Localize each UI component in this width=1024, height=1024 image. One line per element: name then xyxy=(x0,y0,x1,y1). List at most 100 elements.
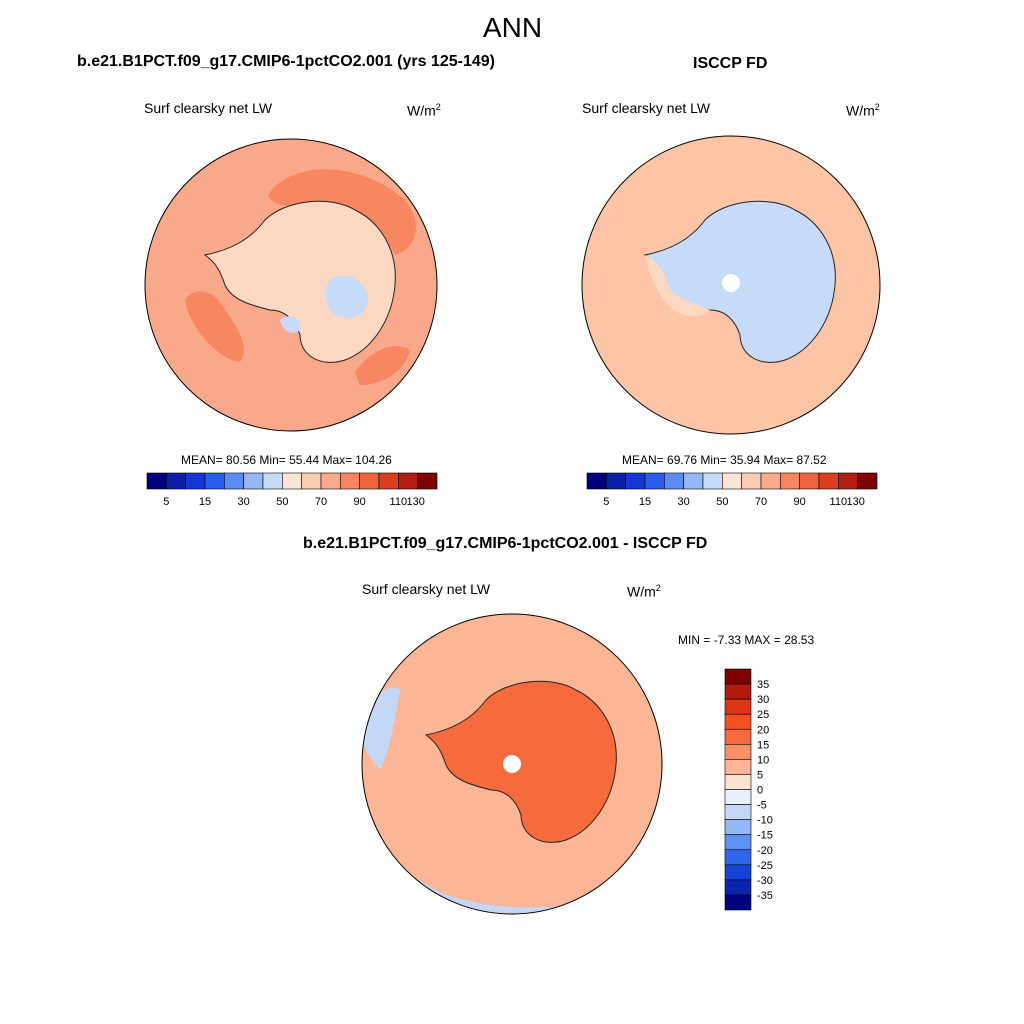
colorbar-1-tick-label: 50 xyxy=(276,496,288,508)
colorbar-3-swatch xyxy=(724,698,752,715)
colorbar-3-swatch xyxy=(724,804,752,820)
map-2-border xyxy=(581,135,881,435)
panel-1-mean-label: MEAN= xyxy=(181,453,223,467)
colorbar-2-swatch xyxy=(702,472,723,490)
colorbar-3-swatch xyxy=(724,774,752,790)
panel-1-mean-value: 80.56 xyxy=(226,453,257,467)
colorbar-3-tick-label: 15 xyxy=(757,739,769,751)
panel-2-mean-value: 69.76 xyxy=(667,453,698,467)
map-3-pole-hole xyxy=(503,755,521,773)
colorbar-3-tick-label: -30 xyxy=(757,875,773,887)
colorbar-3-tick-label: 30 xyxy=(757,694,769,706)
colorbar-2-swatch xyxy=(644,472,665,490)
colorbar-3-swatch xyxy=(724,879,752,896)
panel-1-variable-label: Surf clearsky net LW xyxy=(144,100,273,116)
colorbar-3-tick-label: 0 xyxy=(757,785,763,797)
colorbar-3-swatch xyxy=(724,759,752,775)
panel-3-min-value: -7.33 xyxy=(713,633,742,647)
panel-2-max-label: Max= xyxy=(763,453,794,467)
map-2-polar-plot xyxy=(582,136,880,434)
colorbar-2-tick-label: 90 xyxy=(794,496,806,508)
map-2-pole-hole xyxy=(722,274,740,292)
panel-1-max-value: 104.26 xyxy=(355,453,392,467)
colorbar-1-tick-label: 30 xyxy=(238,496,250,508)
map-1-polar-plot xyxy=(145,139,437,431)
colorbar-1-swatch xyxy=(166,472,186,490)
colorbar-3-swatch xyxy=(724,744,752,760)
colorbar-3-tick-label: 10 xyxy=(757,754,769,766)
colorbar-3-tick-label: -15 xyxy=(757,830,773,842)
panel-1-stats: MEAN= 80.56 Min= 55.44 Max= 104.26 xyxy=(181,453,392,467)
map-1-ross-patch xyxy=(280,316,301,333)
colorbar-1-tick-label: 70 xyxy=(315,496,327,508)
colorbar-2-swatch xyxy=(760,472,781,490)
map-3-border xyxy=(361,613,663,915)
colorbar-3-tick-label: -25 xyxy=(757,860,773,872)
map-1-border xyxy=(144,138,438,432)
colorbar-3-swatch xyxy=(724,864,752,881)
colorbar-3-tick-label: 20 xyxy=(757,724,769,736)
colorbar-2-swatch xyxy=(838,472,858,490)
colorbar-1-swatch xyxy=(301,472,322,490)
panel-2-units-exponent: 2 xyxy=(874,102,880,112)
colorbar-1-tick-label: 130 xyxy=(406,496,424,508)
colorbar-1-tick-label: 5 xyxy=(163,496,169,508)
map-1-ice-cold-patch xyxy=(325,275,368,318)
colorbar-3-tick-label: -10 xyxy=(757,815,773,827)
colorbar-panel-3: 35 30 25 20 15 10 5 0 -5 -10 -15 -20 -25 -30 -35 xyxy=(724,668,773,911)
colorbar-3-swatch xyxy=(724,834,752,851)
colorbar-panel-2: 5 15 30 50 70 90 110 130 xyxy=(586,472,878,508)
map-3-polar-plot xyxy=(362,614,662,914)
colorbar-2-swatch xyxy=(722,472,742,490)
colorbar-1-swatch xyxy=(262,472,283,490)
panel-1-min-value: 55.44 xyxy=(289,453,320,467)
panel-2-units: W/m2 xyxy=(846,102,880,119)
colorbar-2-swatch xyxy=(586,472,607,490)
colorbar-1-swatch xyxy=(320,472,341,490)
colorbar-2-swatch xyxy=(606,472,626,490)
colorbar-1-swatch xyxy=(146,472,167,490)
map-3-antarctica-land xyxy=(424,680,617,843)
panel-2-stats: MEAN= 69.76 Min= 35.94 Max= 87.52 xyxy=(622,453,827,467)
colorbar-1-swatch xyxy=(398,472,418,490)
colorbar-panel-1: 5 15 30 50 70 90 110 130 xyxy=(146,472,438,508)
map-1-warm-band-east xyxy=(355,346,410,385)
map-2-antarctic-peninsula-warm xyxy=(645,255,710,317)
colorbar-3-tick-label: 35 xyxy=(757,679,769,691)
colorbar-2-swatch xyxy=(857,472,878,490)
colorbar-3-swatch xyxy=(724,713,752,730)
panel-2-mean-label: MEAN= xyxy=(622,453,664,467)
colorbar-2-tick-label: 5 xyxy=(603,496,609,508)
colorbar-1-swatch xyxy=(204,472,225,490)
colorbar-1-tick-label: 90 xyxy=(354,496,366,508)
colorbar-3-swatch xyxy=(724,728,752,745)
colorbar-3-swatch xyxy=(724,668,752,685)
colorbar-2-tick-label: 30 xyxy=(678,496,690,508)
colorbar-2-swatch xyxy=(818,472,839,490)
colorbar-2-swatch xyxy=(625,472,646,490)
panel-3-units: W/m2 xyxy=(627,583,661,600)
colorbar-2-tick-label: 130 xyxy=(846,496,864,508)
colorbar-1-swatch xyxy=(243,472,264,490)
colorbar-1-swatch xyxy=(378,472,399,490)
panel-3-variable-label: Surf clearsky net LW xyxy=(362,581,491,597)
colorbar-2-swatch xyxy=(683,472,704,490)
colorbar-2-swatch xyxy=(799,472,820,490)
panel-2-max-value: 87.52 xyxy=(796,453,827,467)
panel-1-min-label: Min= xyxy=(259,453,286,467)
colorbar-2-tick-label: 70 xyxy=(755,496,767,508)
colorbar-2-swatch xyxy=(741,472,762,490)
panel-2-min-value: 35.94 xyxy=(730,453,761,467)
map-1-antarctica-land xyxy=(203,200,396,363)
colorbar-3-swatch xyxy=(724,894,752,911)
colorbar-1-swatch xyxy=(185,472,206,490)
panel-1-units-text: W/m xyxy=(407,102,436,119)
panel-3-max-value: 28.53 xyxy=(784,633,815,647)
colorbar-3-tick-label: -20 xyxy=(757,845,773,857)
colorbar-3-tick-label: 5 xyxy=(757,769,763,781)
colorbar-3-tick-label: -5 xyxy=(757,800,767,812)
panel-3-title: b.e21.B1PCT.f09_g17.CMIP6-1pctCO2.001 - … xyxy=(303,535,708,552)
panel-1-units: W/m2 xyxy=(407,102,441,119)
panel-2-units-text: W/m xyxy=(846,102,875,119)
